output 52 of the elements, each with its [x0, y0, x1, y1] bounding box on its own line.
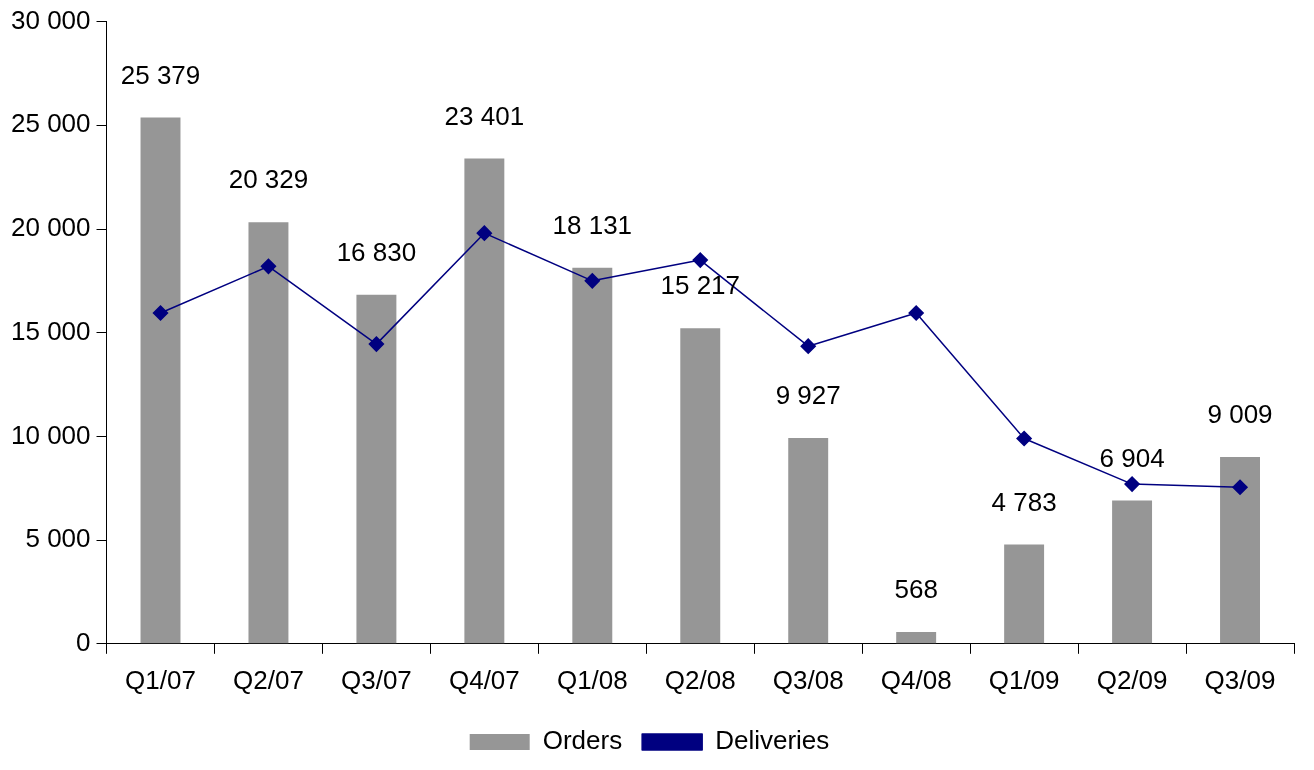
- point: [476, 225, 493, 241]
- bar: [140, 117, 181, 644]
- bar: [788, 437, 829, 644]
- bar: [680, 328, 721, 644]
- x-tick-label: Q2/08: [664, 664, 736, 695]
- y-tick-label: 10 000: [10, 419, 91, 450]
- bar: [464, 158, 505, 644]
- y-tick-label: 25 000: [10, 108, 91, 139]
- x-tick-label: Q3/08: [772, 664, 844, 695]
- point: [152, 305, 169, 321]
- data-label: 16 830: [336, 236, 417, 267]
- data-label: 568: [894, 574, 938, 605]
- bar: [1220, 456, 1260, 644]
- data-label: 9 927: [775, 380, 841, 411]
- bar: [248, 222, 289, 644]
- x-tick-label: Q3/09: [1204, 664, 1276, 695]
- x-tick-label: Q4/08: [880, 664, 952, 695]
- point: [692, 252, 709, 268]
- data-label: 23 401: [444, 100, 525, 131]
- bar: [356, 294, 397, 644]
- data-label: 9 009: [1207, 399, 1273, 430]
- legend-label: Orders: [542, 725, 623, 756]
- x-tick-label: Q1/09: [988, 664, 1060, 695]
- point: [260, 258, 277, 275]
- y-tick-label: 20 000: [10, 212, 91, 243]
- point: [584, 273, 601, 289]
- point: [1232, 479, 1248, 495]
- point: [908, 305, 924, 321]
- bar: [572, 267, 613, 644]
- bar: [1112, 500, 1153, 644]
- point: [1124, 476, 1140, 492]
- data-label: 18 131: [552, 209, 633, 240]
- data-label: 25 379: [120, 59, 201, 90]
- point: [1016, 430, 1032, 447]
- x-tick-label: Q3/07: [340, 664, 412, 695]
- bar: [1004, 544, 1045, 644]
- point: [368, 336, 385, 352]
- y-tick-label: 0: [76, 626, 91, 657]
- data-label: 4 783: [991, 486, 1057, 517]
- x-tick-label: Q4/07: [448, 664, 520, 695]
- legend-label: Deliveries: [715, 725, 830, 756]
- y-tick-label: 5 000: [25, 523, 91, 554]
- x-tick-label: Q1/07: [125, 664, 196, 695]
- data-label: 20 329: [228, 164, 309, 195]
- bar: [896, 632, 937, 644]
- y-tick-label: 30 000: [10, 4, 91, 35]
- data-label: 6 904: [1099, 442, 1165, 473]
- y-tick-label: 15 000: [10, 315, 91, 346]
- point: [800, 338, 816, 354]
- x-tick-label: Q2/07: [233, 664, 304, 695]
- x-tick-label: Q1/08: [556, 664, 628, 695]
- x-tick-label: Q2/09: [1096, 664, 1168, 695]
